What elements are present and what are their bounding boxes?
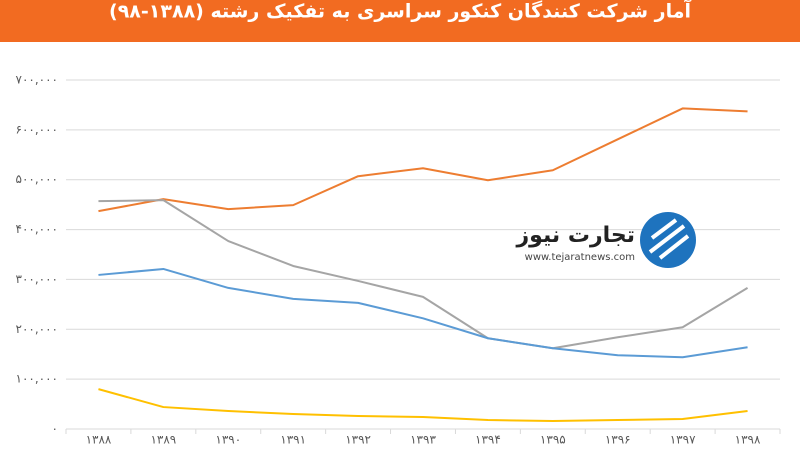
x-tick-label: ۱۳۹۸ [735, 433, 761, 447]
y-tick-label: ۶۰۰,۰۰۰ [16, 122, 59, 136]
series-line [98, 267, 748, 359]
x-tick-label: ۱۳۸۹ [150, 433, 176, 447]
y-tick-label: ۷۰۰,۰۰۰ [16, 73, 59, 87]
y-tick-label: ۵۰۰,۰۰۰ [16, 172, 59, 186]
x-tick-label: ۱۳۹۷ [670, 433, 696, 447]
y-tick-label: ۳۰۰,۰۰۰ [16, 272, 59, 286]
watermark-brand: تجارت نیوز [515, 223, 635, 248]
x-tick-label: ۱۳۹۵ [540, 433, 566, 447]
watermark: تجارت نیوز www.tejaratnews.com [515, 212, 696, 268]
x-tick-label: ۱۳۹۴ [475, 433, 501, 447]
series-line [98, 107, 748, 213]
x-tick-label: ۱۳۸۸ [86, 433, 112, 447]
chart-title: آمار شرکت کنندگان کنکور سراسری به تفکیک … [109, 0, 691, 23]
x-tick-label: ۱۳۹۰ [215, 433, 241, 447]
series-line [98, 388, 748, 423]
x-tick-label: ۱۳۹۳ [410, 433, 436, 447]
y-tick-label: ۱۰۰,۰۰۰ [16, 372, 59, 386]
y-tick-label: ۴۰۰,۰۰۰ [16, 222, 59, 236]
x-tick-label: ۱۳۹۲ [345, 433, 371, 447]
x-tick-label: ۱۳۹۱ [280, 433, 306, 447]
x-tick-label: ۱۳۹۶ [605, 433, 631, 447]
header-band [0, 0, 800, 42]
series-line [98, 199, 749, 350]
y-tick-label: ۰ [52, 422, 58, 436]
watermark-url: www.tejaratnews.com [525, 252, 635, 263]
y-tick-label: ۲۰۰,۰۰۰ [16, 322, 59, 336]
logo-stripes [648, 218, 690, 260]
